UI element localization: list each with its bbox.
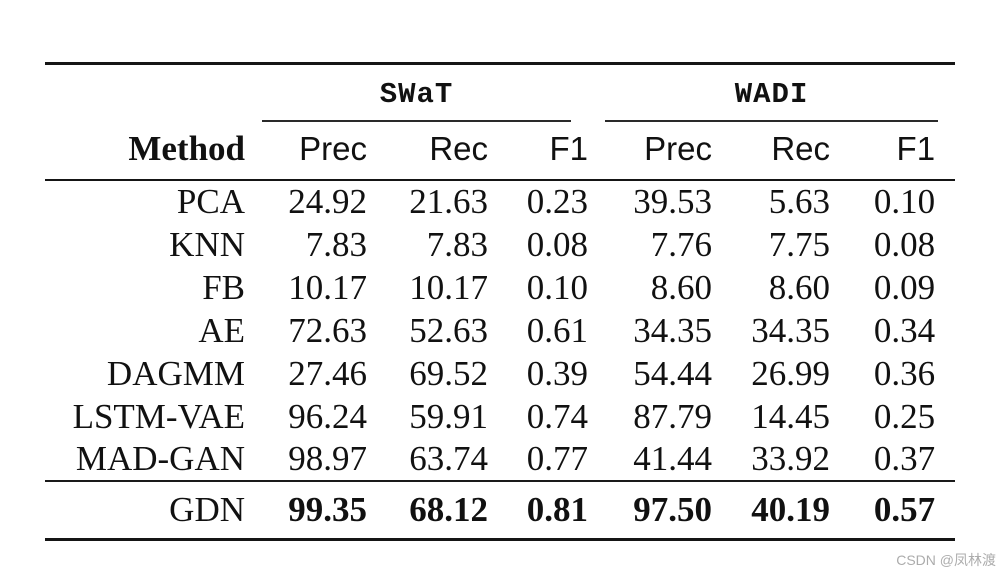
method-cell: MAD-GAN <box>75 439 245 478</box>
value-cell: 69.52 <box>409 353 488 393</box>
group-label-swat: SWaT <box>379 78 454 111</box>
value-cell: 97.50 <box>633 489 713 529</box>
group-header-wadi: WADI <box>588 64 955 122</box>
column-header-swat-prec: Prec <box>299 129 367 167</box>
value-cell: 34.35 <box>633 310 713 350</box>
value-cell: 98.97 <box>288 439 367 478</box>
value-cell: 0.25 <box>873 396 936 436</box>
value-cell: 0.81 <box>526 489 589 529</box>
method-cell: LSTM-VAE <box>72 396 245 436</box>
method-cell: DAGMM <box>106 353 245 393</box>
method-cell: KNN <box>169 224 245 264</box>
value-cell: 68.12 <box>409 489 488 529</box>
value-cell: 24.92 <box>288 182 367 221</box>
column-header-wadi-f1: F1 <box>896 129 936 167</box>
method-cell: PCA <box>176 182 245 221</box>
value-cell: 0.10 <box>526 267 589 307</box>
value-cell: 39.53 <box>633 182 713 221</box>
method-cell: AE <box>198 310 245 350</box>
value-cell: 8.60 <box>650 267 713 307</box>
value-cell: 0.39 <box>526 353 589 393</box>
value-cell: 7.75 <box>768 224 831 264</box>
value-cell: 0.61 <box>526 310 589 350</box>
value-cell: 40.19 <box>751 489 831 529</box>
column-header-swat-rec: Rec <box>429 129 488 167</box>
table-body: PCA 24.92 21.63 0.23 39.53 5.63 0.10 KNN 7.83 7.8… <box>45 180 955 481</box>
column-header-method: Method <box>128 128 245 168</box>
group-header-swat: SWaT <box>245 64 588 122</box>
value-cell: 27.46 <box>288 353 367 393</box>
value-cell: 0.10 <box>873 182 936 221</box>
value-cell: 0.77 <box>526 439 589 478</box>
value-cell: 72.63 <box>288 310 367 350</box>
table-row: DAGMM 27.46 69.52 0.39 54.44 26.99 0.36 <box>45 352 955 395</box>
table-row: PCA 24.92 21.63 0.23 39.53 5.63 0.10 <box>45 180 955 223</box>
column-header-wadi-rec: Rec <box>771 129 831 167</box>
table-row: FB 10.17 10.17 0.10 8.60 8.60 0.09 <box>45 266 955 309</box>
value-cell: 0.34 <box>873 310 936 350</box>
table-row: LSTM-VAE 96.24 59.91 0.74 87.79 14.45 0.25 <box>45 395 955 438</box>
table-row: AE 72.63 52.63 0.61 34.35 34.35 0.34 <box>45 309 955 352</box>
value-cell: 0.37 <box>873 439 936 478</box>
value-cell: 99.35 <box>288 489 367 529</box>
value-cell: 5.63 <box>768 182 831 221</box>
value-cell: 10.17 <box>409 267 488 307</box>
value-cell: 8.60 <box>768 267 831 307</box>
value-cell: 14.45 <box>751 396 831 436</box>
value-cell: 0.23 <box>526 182 589 221</box>
results-table: SWaT WADI Method Prec Rec F1 Prec Rec <box>45 62 956 541</box>
value-cell: 0.57 <box>873 489 936 529</box>
cmidrule-wadi <box>605 120 939 122</box>
value-cell: 10.17 <box>288 267 367 307</box>
cmidrule-swat <box>262 120 572 122</box>
method-cell: FB <box>202 267 245 307</box>
table-foot: GDN 99.35 68.12 0.81 97.50 40.19 0.57 <box>45 481 956 539</box>
value-cell: 0.36 <box>873 353 936 393</box>
value-cell: 54.44 <box>633 353 713 393</box>
value-cell: 41.44 <box>633 439 713 478</box>
csdn-watermark: CSDN @凤林渡 <box>896 552 996 568</box>
value-cell: 63.74 <box>409 439 488 478</box>
dataset-group-row: SWaT WADI <box>45 64 955 123</box>
value-cell: 0.08 <box>526 224 589 264</box>
method-cell: GDN <box>169 489 245 529</box>
value-cell: 33.92 <box>751 439 831 478</box>
value-cell: 7.76 <box>650 224 713 264</box>
group-label-wadi: WADI <box>734 78 809 111</box>
metric-header-row: Method Prec Rec F1 Prec Rec F1 <box>45 122 956 180</box>
value-cell: 7.83 <box>305 224 367 264</box>
column-header-swat-f1: F1 <box>549 129 589 167</box>
value-cell: 0.09 <box>873 267 936 307</box>
value-cell: 7.83 <box>426 224 488 264</box>
value-cell: 0.08 <box>873 224 936 264</box>
table-row: MAD-GAN 98.97 63.74 0.77 41.44 33.92 0.37 <box>45 438 955 481</box>
value-cell: 21.63 <box>409 182 488 221</box>
value-cell: 26.99 <box>751 353 831 393</box>
column-header-wadi-prec: Prec <box>644 129 713 167</box>
group-spacer <box>45 64 245 123</box>
footer-row-gdn: GDN 99.35 68.12 0.81 97.50 40.19 0.57 <box>45 481 956 539</box>
table-head: SWaT WADI Method Prec Rec F1 Prec Rec <box>45 64 956 180</box>
value-cell: 0.74 <box>526 396 589 436</box>
value-cell: 34.35 <box>751 310 831 350</box>
table-row: KNN 7.83 7.83 0.08 7.76 7.75 0.08 <box>45 223 955 266</box>
value-cell: 59.91 <box>409 396 488 436</box>
value-cell: 87.79 <box>633 396 713 436</box>
value-cell: 96.24 <box>288 396 367 436</box>
value-cell: 52.63 <box>409 310 488 350</box>
